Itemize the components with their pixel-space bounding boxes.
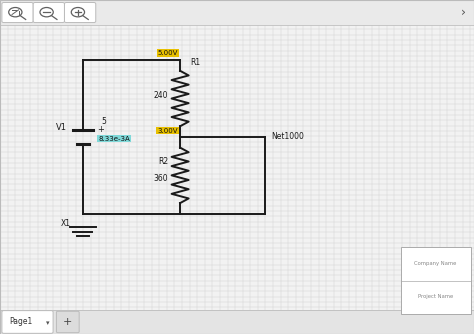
Bar xyxy=(0,0,474,25)
Bar xyxy=(401,247,471,314)
FancyBboxPatch shape xyxy=(64,2,96,23)
FancyBboxPatch shape xyxy=(56,311,79,333)
Bar xyxy=(0,310,474,334)
Text: 360: 360 xyxy=(154,174,168,183)
FancyBboxPatch shape xyxy=(33,2,64,23)
Text: X1: X1 xyxy=(61,219,71,228)
Text: Page1: Page1 xyxy=(9,318,32,326)
Text: Project Name: Project Name xyxy=(418,294,453,299)
Text: ›: › xyxy=(460,6,465,19)
Text: 8.33e-3A: 8.33e-3A xyxy=(98,136,130,142)
Text: 5: 5 xyxy=(101,118,106,126)
Text: +: + xyxy=(97,125,104,134)
Text: 5.00V: 5.00V xyxy=(157,50,178,56)
Text: 3.00V: 3.00V xyxy=(157,128,178,134)
Text: R2: R2 xyxy=(158,158,168,166)
Text: Company Name: Company Name xyxy=(414,261,457,266)
Text: Net1000: Net1000 xyxy=(271,133,304,141)
Text: R1: R1 xyxy=(191,58,201,67)
Text: 240: 240 xyxy=(154,91,168,100)
FancyBboxPatch shape xyxy=(2,2,33,23)
FancyBboxPatch shape xyxy=(2,311,53,333)
Text: +: + xyxy=(63,317,73,327)
Text: V1: V1 xyxy=(56,123,67,132)
Text: ▾: ▾ xyxy=(46,320,50,326)
